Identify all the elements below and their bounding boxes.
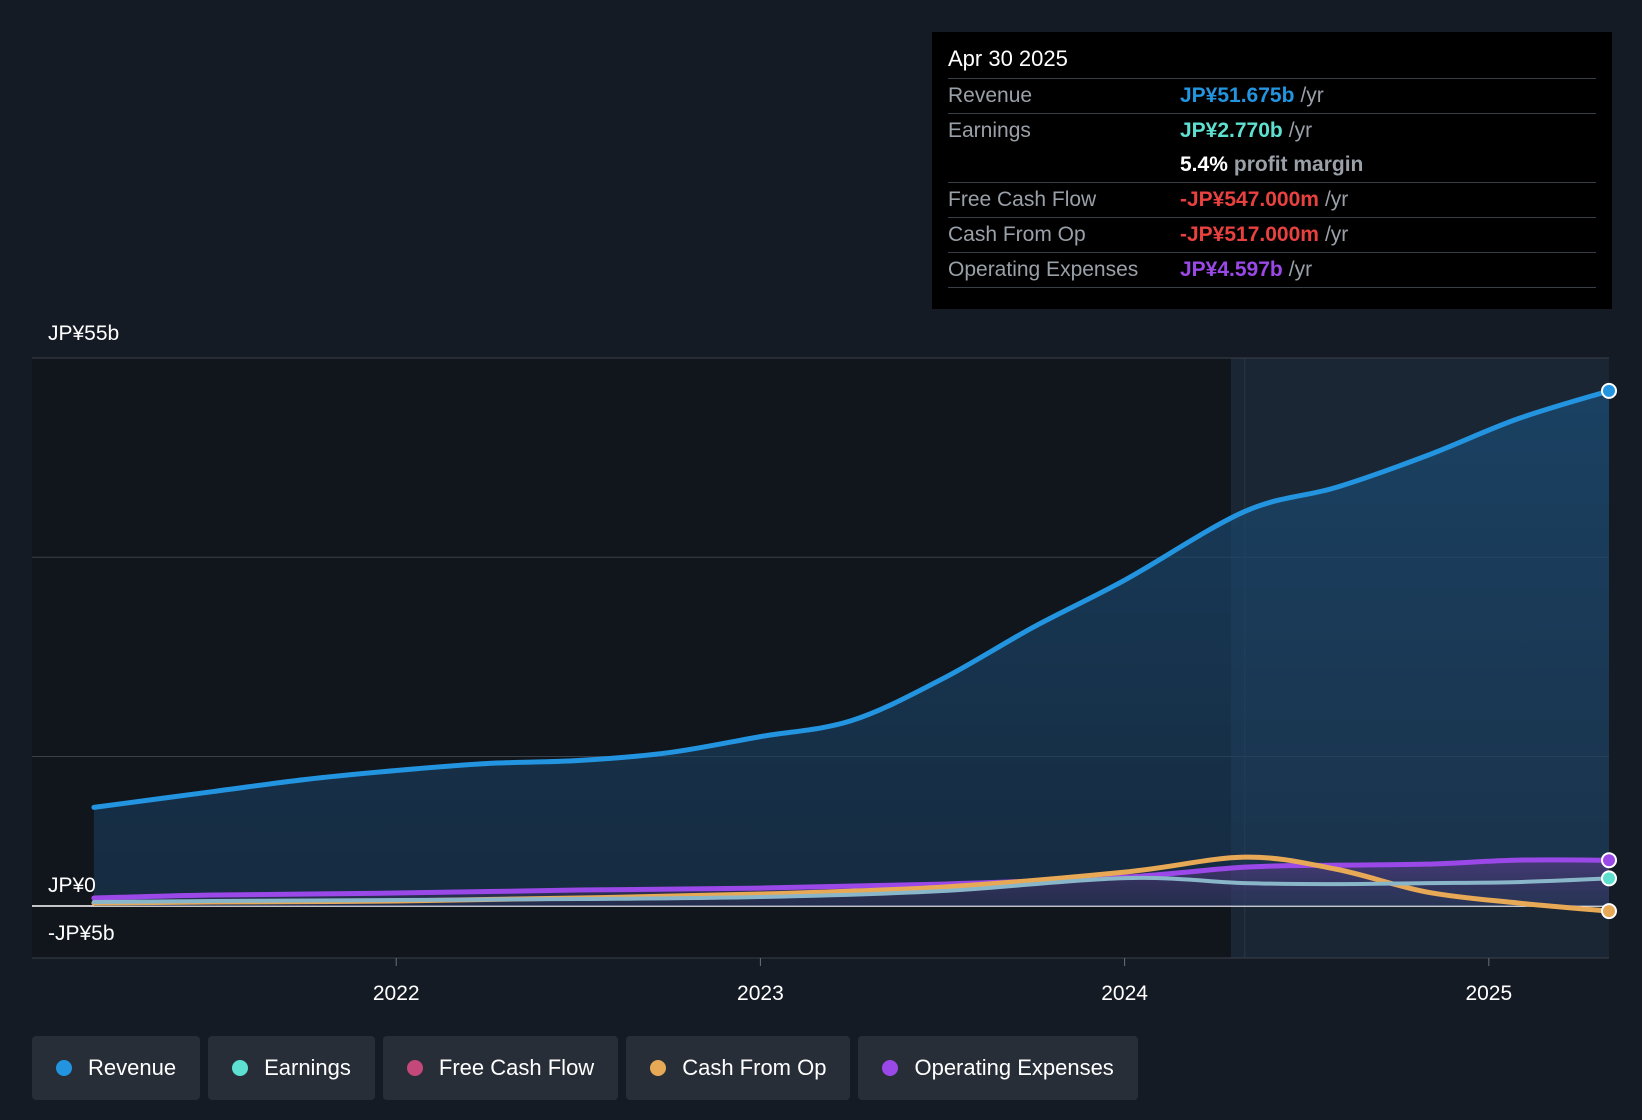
x-tick-label: 2023 <box>737 982 784 1000</box>
tooltip-label-fcf: Free Cash Flow <box>948 188 1097 211</box>
opex-dot-icon <box>882 1060 899 1076</box>
tooltip-row-opex: Operating Expenses JP¥4.597b /yr <box>948 253 1596 288</box>
legend-label-cfo: Cash From Op <box>682 1055 827 1080</box>
tooltip-row-earnings: Earnings JP¥2.770b /yr <box>948 114 1596 148</box>
tooltip-value-earnings: JP¥2.770b <box>1180 119 1283 142</box>
tooltip-date: Apr 30 2025 <box>948 44 1596 79</box>
tooltip-row-fcf: Free Cash Flow -JP¥547.000m /yr <box>948 183 1596 218</box>
opex-end-point <box>1601 852 1617 869</box>
earnings-dot-icon <box>232 1060 249 1076</box>
tooltip-label-earnings: Earnings <box>948 119 1031 142</box>
tooltip-label-margin: profit margin <box>1233 153 1364 176</box>
tooltip-value-opex: JP¥4.597b <box>1180 258 1283 281</box>
legend-item-revenue[interactable]: Revenue <box>32 1036 201 1100</box>
revenue-line <box>91 388 1612 810</box>
earnings-line <box>91 875 1611 905</box>
legend-item-cfo[interactable]: Cash From Op <box>626 1036 851 1100</box>
tooltip-unit-fcf: /yr <box>1324 188 1349 211</box>
revenue-dot-icon <box>56 1060 72 1076</box>
legend-item-earnings[interactable]: Earnings <box>208 1036 375 1100</box>
x-tick-label: 2025 <box>1465 982 1512 1000</box>
tooltip-label-cfo: Cash From Op <box>948 223 1086 246</box>
y-label-bottom: -JP¥5b <box>48 922 115 945</box>
tooltip-unit-opex: /yr <box>1288 258 1313 281</box>
cfo-end-point <box>1601 903 1617 920</box>
legend-label-earnings: Earnings <box>264 1055 351 1080</box>
legend-item-opex[interactable]: Operating Expenses <box>858 1036 1138 1100</box>
tooltip-value-revenue: JP¥51.675b <box>1180 84 1295 107</box>
tooltip-panel: Apr 30 2025 Revenue JP¥51.675b /yr Earni… <box>932 32 1612 309</box>
legend-item-fcf[interactable]: Free Cash Flow <box>382 1036 619 1100</box>
opex-area <box>93 859 1609 906</box>
tooltip-row-cfo: Cash From Op -JP¥517.000m /yr <box>948 218 1596 253</box>
tooltip-value-cfo: -JP¥517.000m <box>1180 223 1319 246</box>
fcf-dot-icon <box>406 1060 423 1076</box>
line-chart: JP¥55b JP¥0 -JP¥5b 2022 2023 2024 2025 <box>32 322 1617 1000</box>
revenue-end-point <box>1601 382 1617 399</box>
opex-line <box>91 857 1612 901</box>
legend-label-revenue: Revenue <box>88 1055 177 1080</box>
tooltip-label-revenue: Revenue <box>948 84 1033 107</box>
legend-label-fcf: Free Cash Flow <box>438 1055 595 1080</box>
tooltip-unit-revenue: /yr <box>1300 84 1324 107</box>
tooltip-value-fcf: -JP¥547.000m <box>1180 188 1319 211</box>
x-tick-label: 2022 <box>373 982 420 1000</box>
tooltip-row-revenue: Revenue JP¥51.675b /yr <box>948 79 1596 114</box>
tooltip-value-margin: 5.4% <box>1180 153 1228 176</box>
chart-legend: Revenue Earnings Free Cash Flow Cash Fro… <box>32 1036 1138 1100</box>
y-label-top: JP¥55b <box>48 322 119 345</box>
cfo-dot-icon <box>650 1060 667 1076</box>
earnings-end-point <box>1601 870 1617 887</box>
tooltip-unit-earnings: /yr <box>1288 119 1313 142</box>
tooltip-row-margin: 5.4% profit margin <box>948 148 1596 183</box>
x-tick-label: 2024 <box>1101 982 1148 1000</box>
tooltip-unit-cfo: /yr <box>1324 223 1349 246</box>
tooltip-label-opex: Operating Expenses <box>948 258 1139 281</box>
y-label-zero: JP¥0 <box>48 874 96 897</box>
legend-label-opex: Operating Expenses <box>914 1055 1114 1080</box>
